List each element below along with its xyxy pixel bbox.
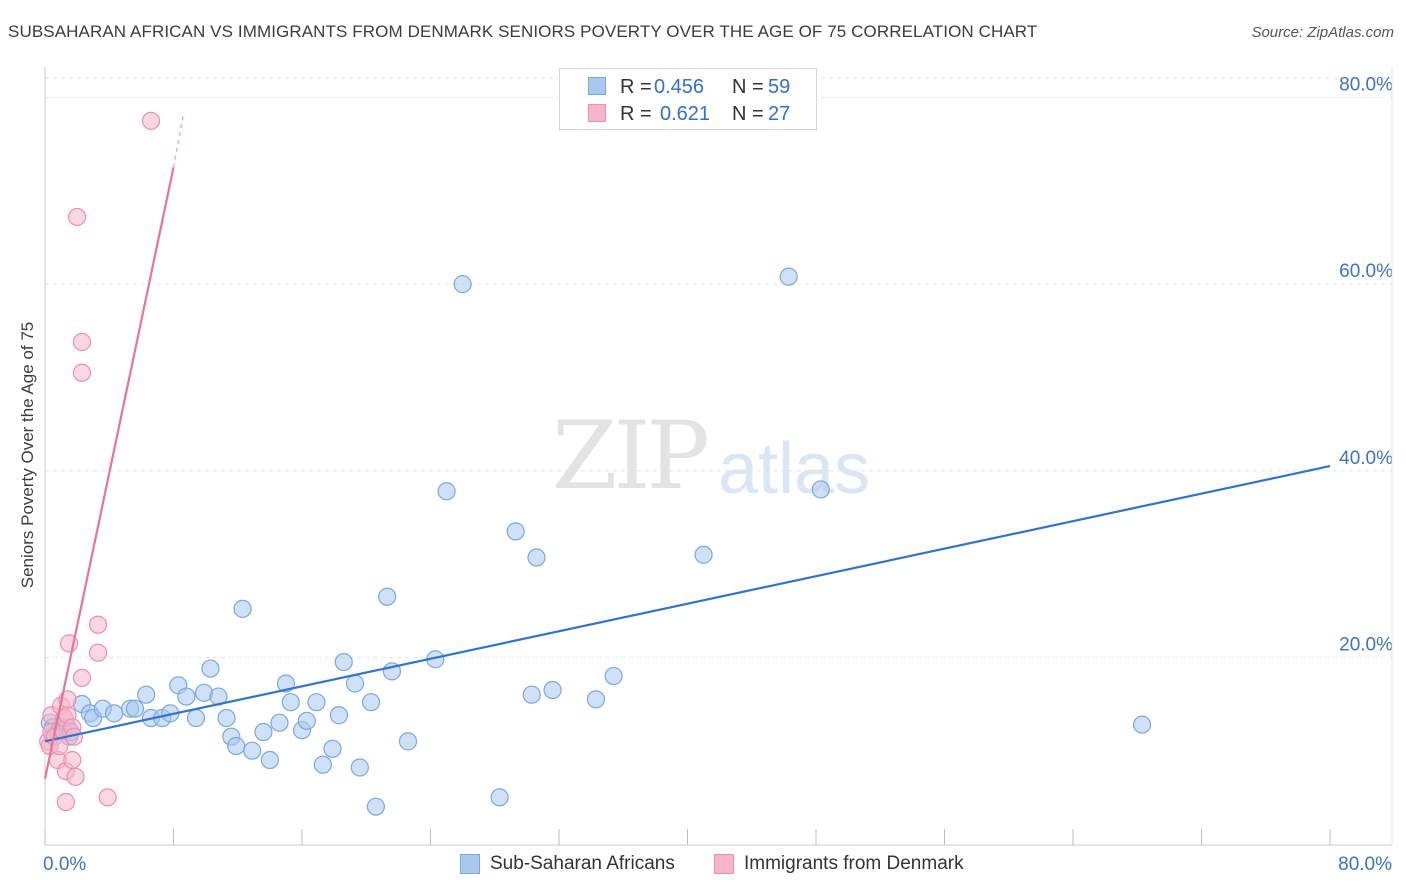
series2-r-value: 0.621 xyxy=(660,103,711,125)
r-label: R = xyxy=(620,76,652,98)
denmark-point xyxy=(88,643,108,662)
sub-saharan-point xyxy=(227,736,246,756)
sub-saharan-point xyxy=(177,687,196,706)
correlation-legend: R = 0.456 N = 59 R = 0.621 N = 27 xyxy=(559,68,817,130)
series1-legend-swatch xyxy=(460,854,480,874)
sub-saharan-point xyxy=(490,788,509,807)
source-credit: Source: ZipAtlas.com xyxy=(1251,24,1394,41)
sub-saharan-point xyxy=(1132,715,1152,734)
sub-saharan-point xyxy=(260,750,279,770)
denmark-point xyxy=(63,750,82,770)
denmark-point xyxy=(66,767,85,786)
y-tick-label: 80.0% xyxy=(1339,75,1393,96)
series2-n-value: 27 xyxy=(768,103,791,125)
denmark-trendline-extension xyxy=(172,116,184,168)
sub-saharan-point xyxy=(104,704,124,723)
n-label: N = xyxy=(732,76,764,98)
sub-saharan-point xyxy=(329,706,349,725)
r-label: R = xyxy=(620,103,652,125)
series1-legend-label: Sub-Saharan Africans xyxy=(490,853,675,874)
sub-saharan-point xyxy=(270,713,289,732)
denmark-point xyxy=(88,615,108,634)
sub-saharan-point xyxy=(201,659,220,678)
sub-saharan-point xyxy=(506,522,525,541)
x-tick-label: 80.0% xyxy=(1338,854,1392,875)
denmark-point xyxy=(72,332,92,352)
sub-saharan-point xyxy=(378,587,397,606)
sub-saharan-point xyxy=(334,652,353,672)
chart-title: SUBSAHARAN AFRICAN VS IMMIGRANTS FROM DE… xyxy=(8,22,1038,41)
sub-saharan-point xyxy=(811,480,830,499)
sub-saharan-point xyxy=(779,267,798,286)
denmark-point xyxy=(72,363,92,382)
sub-saharan-point xyxy=(361,693,381,712)
sub-saharan-point xyxy=(398,732,418,751)
sub-saharan-point xyxy=(345,674,365,693)
sub-saharan-point xyxy=(350,758,369,777)
denmark-point xyxy=(98,788,117,807)
sub-saharan-point xyxy=(313,755,332,774)
denmark-trendline xyxy=(43,167,175,779)
sub-saharan-point xyxy=(125,699,145,718)
sub-saharan-point xyxy=(366,797,385,816)
watermark-zip: ZIP xyxy=(552,402,710,511)
sub-saharan-point xyxy=(437,482,456,501)
y-tick-label: 60.0% xyxy=(1339,261,1393,282)
sub-saharan-point xyxy=(186,708,206,728)
sub-saharan-point xyxy=(233,599,252,618)
sub-saharan-point xyxy=(522,685,541,704)
sub-saharan-point xyxy=(453,275,472,294)
sub-saharan-point xyxy=(243,741,262,760)
series1-swatch xyxy=(588,77,606,95)
series2-legend-swatch xyxy=(714,854,734,874)
sub-saharan-trendline xyxy=(44,465,1331,743)
sub-saharan-point xyxy=(323,739,342,758)
sub-saharan-point xyxy=(527,548,546,567)
denmark-point xyxy=(141,111,161,130)
sub-saharan-point xyxy=(604,666,623,686)
sub-saharan-point xyxy=(297,711,316,730)
sub-saharan-point xyxy=(281,693,300,712)
y-tick-label: 40.0% xyxy=(1339,448,1393,469)
sub-saharan-point xyxy=(586,690,606,709)
series2-legend-label: Immigrants from Denmark xyxy=(744,853,964,874)
sub-saharan-point xyxy=(254,722,273,742)
sub-saharan-point xyxy=(543,680,562,700)
y-tick-label: 20.0% xyxy=(1339,634,1393,655)
series1-r-value: 0.456 xyxy=(654,76,705,98)
series1-n-value: 59 xyxy=(768,76,791,98)
denmark-point xyxy=(72,668,92,688)
sub-saharan-point xyxy=(694,545,713,564)
n-label: N = xyxy=(732,103,764,125)
watermark-atlas: atlas xyxy=(718,429,871,509)
denmark-point xyxy=(56,792,75,812)
series2-swatch xyxy=(588,104,606,122)
sub-saharan-point xyxy=(217,708,236,728)
denmark-point xyxy=(68,207,87,227)
x-tick-label: 0.0% xyxy=(43,854,86,875)
sub-saharan-point xyxy=(307,693,326,712)
sub-saharan-point xyxy=(137,685,156,704)
